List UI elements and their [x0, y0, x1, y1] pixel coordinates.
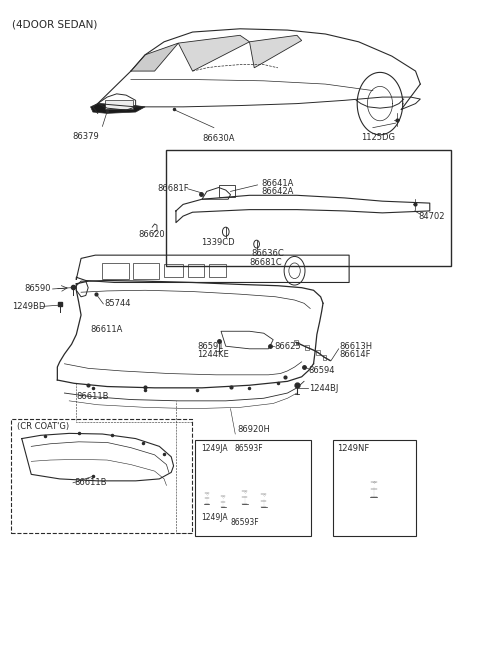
- Text: 86636C: 86636C: [252, 249, 285, 258]
- Text: 86379: 86379: [72, 132, 99, 140]
- Text: 86593F: 86593F: [230, 518, 259, 527]
- Polygon shape: [179, 35, 250, 71]
- Polygon shape: [91, 104, 145, 113]
- Bar: [12, 419, 192, 533]
- Text: 86681C: 86681C: [250, 258, 282, 268]
- Text: 86614F: 86614F: [340, 350, 371, 359]
- Text: 86630A: 86630A: [203, 134, 235, 143]
- Text: (CR COAT'G): (CR COAT'G): [17, 422, 69, 431]
- Text: 86611B: 86611B: [74, 478, 107, 487]
- Text: 1249JA: 1249JA: [201, 443, 228, 453]
- Text: 86593F: 86593F: [234, 443, 263, 453]
- Text: 1244KE: 1244KE: [197, 350, 229, 359]
- Text: 86611A: 86611A: [91, 325, 123, 334]
- Bar: [209, 264, 226, 277]
- Text: 86594: 86594: [309, 366, 336, 375]
- Bar: [219, 185, 235, 197]
- Text: 1249BD: 1249BD: [12, 302, 46, 311]
- Bar: [316, 350, 320, 356]
- Bar: [105, 100, 133, 109]
- Text: 86620: 86620: [138, 230, 165, 239]
- Text: 86920H: 86920H: [238, 425, 271, 434]
- Text: 86641A: 86641A: [261, 179, 294, 188]
- Bar: [164, 264, 183, 277]
- Text: 1249JA: 1249JA: [201, 514, 228, 522]
- Polygon shape: [250, 35, 301, 68]
- Text: 86625: 86625: [274, 342, 301, 351]
- Bar: [167, 150, 451, 266]
- Bar: [195, 440, 311, 536]
- Bar: [323, 355, 326, 360]
- Bar: [305, 345, 309, 350]
- Text: 1244BJ: 1244BJ: [309, 384, 338, 393]
- Text: 1125DG: 1125DG: [361, 133, 395, 142]
- Text: 84702: 84702: [418, 212, 444, 220]
- Text: 85744: 85744: [105, 298, 132, 308]
- Bar: [294, 340, 298, 345]
- Text: (4DOOR SEDAN): (4DOOR SEDAN): [12, 19, 97, 29]
- Text: 86591: 86591: [197, 342, 224, 351]
- Text: 86613H: 86613H: [340, 342, 373, 351]
- Text: 1249NF: 1249NF: [337, 443, 370, 453]
- Text: 86681F: 86681F: [157, 184, 189, 194]
- Polygon shape: [131, 43, 179, 71]
- Bar: [333, 440, 416, 536]
- Text: 86590: 86590: [24, 285, 50, 293]
- Bar: [102, 263, 129, 279]
- Bar: [188, 264, 204, 277]
- Text: 86611B: 86611B: [76, 392, 109, 401]
- Bar: [133, 263, 159, 279]
- Text: 1339CD: 1339CD: [201, 237, 235, 247]
- Text: 86642A: 86642A: [261, 187, 294, 196]
